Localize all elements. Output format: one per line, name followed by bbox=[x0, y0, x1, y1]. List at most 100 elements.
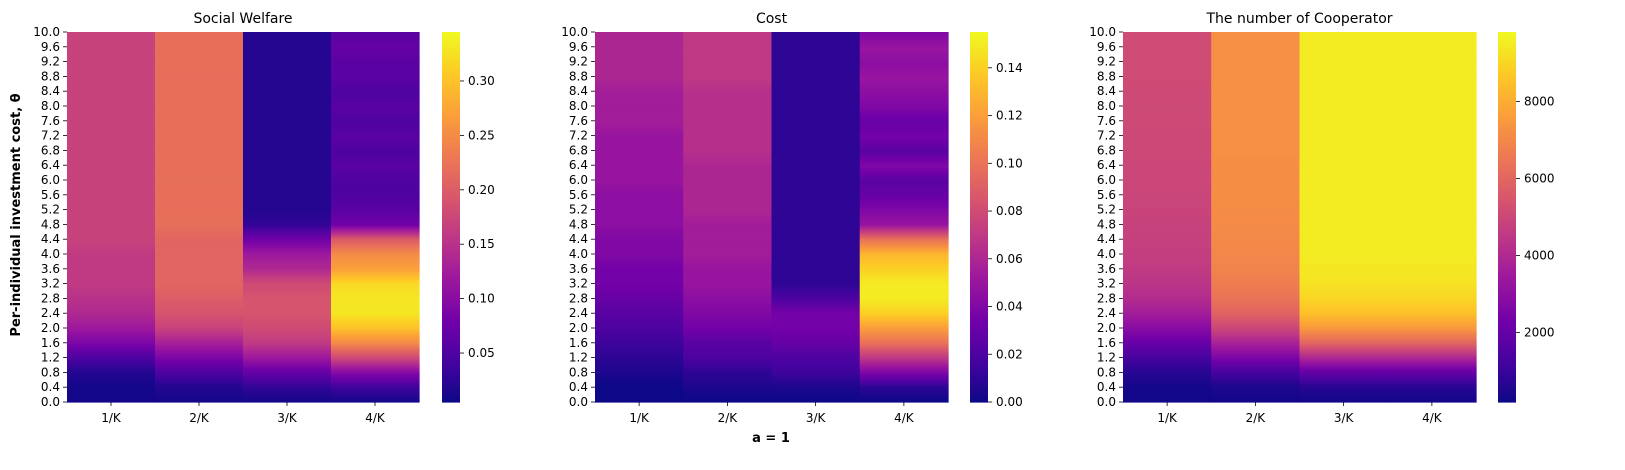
colorbar-segment bbox=[1498, 241, 1516, 246]
heatmap-cell bbox=[771, 247, 861, 250]
heatmap-cell bbox=[1123, 308, 1212, 311]
heatmap-cell bbox=[771, 357, 861, 361]
heatmap-column-4 bbox=[331, 32, 420, 403]
colorbar-segment bbox=[970, 278, 988, 283]
heatmap-cell bbox=[771, 50, 861, 53]
heatmap-cell bbox=[771, 216, 861, 219]
heatmap-cell bbox=[595, 170, 684, 173]
heatmap-cell bbox=[1299, 367, 1389, 370]
y-tick-label: 7.6 bbox=[1097, 114, 1116, 128]
heatmap-cell bbox=[683, 142, 773, 145]
heatmap-cell bbox=[67, 258, 156, 261]
heatmap-cell bbox=[683, 249, 773, 252]
y-tick-label: 5.2 bbox=[569, 203, 588, 217]
heatmap-cell bbox=[595, 263, 684, 267]
heatmap-cell bbox=[859, 205, 949, 208]
heatmap-cell bbox=[331, 190, 420, 193]
heatmap-cell bbox=[155, 363, 244, 366]
heatmap-cell bbox=[859, 52, 949, 55]
heatmap-cell bbox=[595, 144, 684, 147]
heatmap-cell bbox=[67, 105, 156, 109]
heatmap-cell bbox=[243, 125, 332, 129]
heatmap-cell bbox=[771, 376, 861, 379]
heatmap-cell bbox=[771, 284, 861, 287]
heatmap-cell bbox=[1299, 308, 1389, 311]
heatmap-cell bbox=[595, 396, 684, 399]
heatmap-cell bbox=[1211, 238, 1301, 241]
heatmap-cell bbox=[1299, 219, 1389, 223]
heatmap-cell bbox=[1211, 265, 1301, 269]
heatmap-cell bbox=[1299, 333, 1389, 337]
heatmap-cell bbox=[67, 127, 156, 131]
heatmap-cell bbox=[155, 394, 244, 398]
colorbar-segment bbox=[442, 189, 460, 193]
heatmap-cell bbox=[331, 293, 420, 296]
heatmap-cell bbox=[1211, 166, 1301, 169]
colorbar-segment bbox=[442, 235, 460, 240]
y-tick-label: 8.4 bbox=[1097, 84, 1116, 98]
colorbar-segment bbox=[970, 180, 988, 184]
heatmap-cell bbox=[1211, 400, 1301, 403]
heatmap-cell bbox=[1123, 291, 1212, 294]
heatmap-cell bbox=[155, 247, 244, 250]
heatmap-cell bbox=[859, 343, 949, 346]
heatmap-cell bbox=[771, 90, 861, 94]
heatmap-cell bbox=[1299, 35, 1389, 39]
heatmap-cell bbox=[595, 184, 684, 188]
heatmap-cell bbox=[1299, 184, 1389, 188]
colorbar-segment bbox=[970, 41, 988, 45]
heatmap-cell bbox=[771, 273, 861, 276]
heatmap-cell bbox=[1211, 76, 1301, 79]
heatmap-cell bbox=[1299, 251, 1389, 254]
heatmap-cell bbox=[859, 135, 949, 138]
colorbar-segment bbox=[970, 398, 988, 403]
heatmap-cell bbox=[595, 379, 684, 383]
heatmap-cell bbox=[1387, 57, 1477, 61]
heatmap-cell bbox=[683, 78, 773, 81]
heatmap-cell bbox=[683, 37, 773, 40]
heatmap-cell bbox=[1211, 308, 1301, 311]
heatmap-cell bbox=[771, 89, 861, 92]
heatmap-cell bbox=[1123, 236, 1212, 239]
heatmap-cell bbox=[1299, 74, 1389, 77]
heatmap-cell bbox=[595, 175, 684, 179]
heatmap-cell bbox=[683, 192, 773, 195]
heatmap-cell bbox=[331, 339, 420, 342]
y-tick-label: 4.8 bbox=[569, 217, 588, 231]
colorbar-segment bbox=[1498, 161, 1516, 166]
heatmap-cell bbox=[243, 284, 332, 287]
heatmap-cell bbox=[859, 122, 949, 125]
heatmap-cell bbox=[683, 295, 773, 298]
heatmap-cell bbox=[155, 33, 244, 37]
heatmap-cell bbox=[331, 175, 420, 179]
heatmap-cell bbox=[243, 100, 332, 103]
heatmap-cell bbox=[595, 65, 684, 68]
heatmap-cell bbox=[1299, 370, 1389, 374]
heatmap-cell bbox=[771, 276, 861, 280]
colorbar-segment bbox=[970, 72, 988, 76]
heatmap-cell bbox=[771, 359, 861, 363]
heatmap-cell bbox=[1299, 389, 1389, 392]
heatmap-cell bbox=[683, 101, 773, 105]
heatmap-cell bbox=[243, 240, 332, 243]
heatmap-cell bbox=[771, 59, 861, 63]
heatmap-cell bbox=[771, 37, 861, 40]
heatmap-cell bbox=[595, 131, 684, 134]
heatmap-cell bbox=[859, 159, 949, 162]
heatmap-cell bbox=[859, 146, 949, 149]
heatmap-cell bbox=[595, 217, 684, 221]
heatmap-cell bbox=[67, 234, 156, 237]
heatmap-cell bbox=[1387, 298, 1477, 302]
heatmap-cell bbox=[331, 208, 420, 212]
heatmap-cell bbox=[683, 333, 773, 337]
colorbar-segment bbox=[1498, 81, 1516, 86]
colorbar-segment bbox=[970, 127, 988, 132]
heatmap-cell bbox=[243, 355, 332, 359]
heatmap-cell bbox=[1387, 370, 1477, 374]
heatmap-cell bbox=[859, 230, 949, 234]
heatmap-cell bbox=[595, 400, 684, 403]
heatmap-cell bbox=[331, 376, 420, 379]
heatmap-cell bbox=[859, 328, 949, 331]
heatmap-cell bbox=[67, 309, 156, 313]
heatmap-cell bbox=[67, 83, 156, 86]
